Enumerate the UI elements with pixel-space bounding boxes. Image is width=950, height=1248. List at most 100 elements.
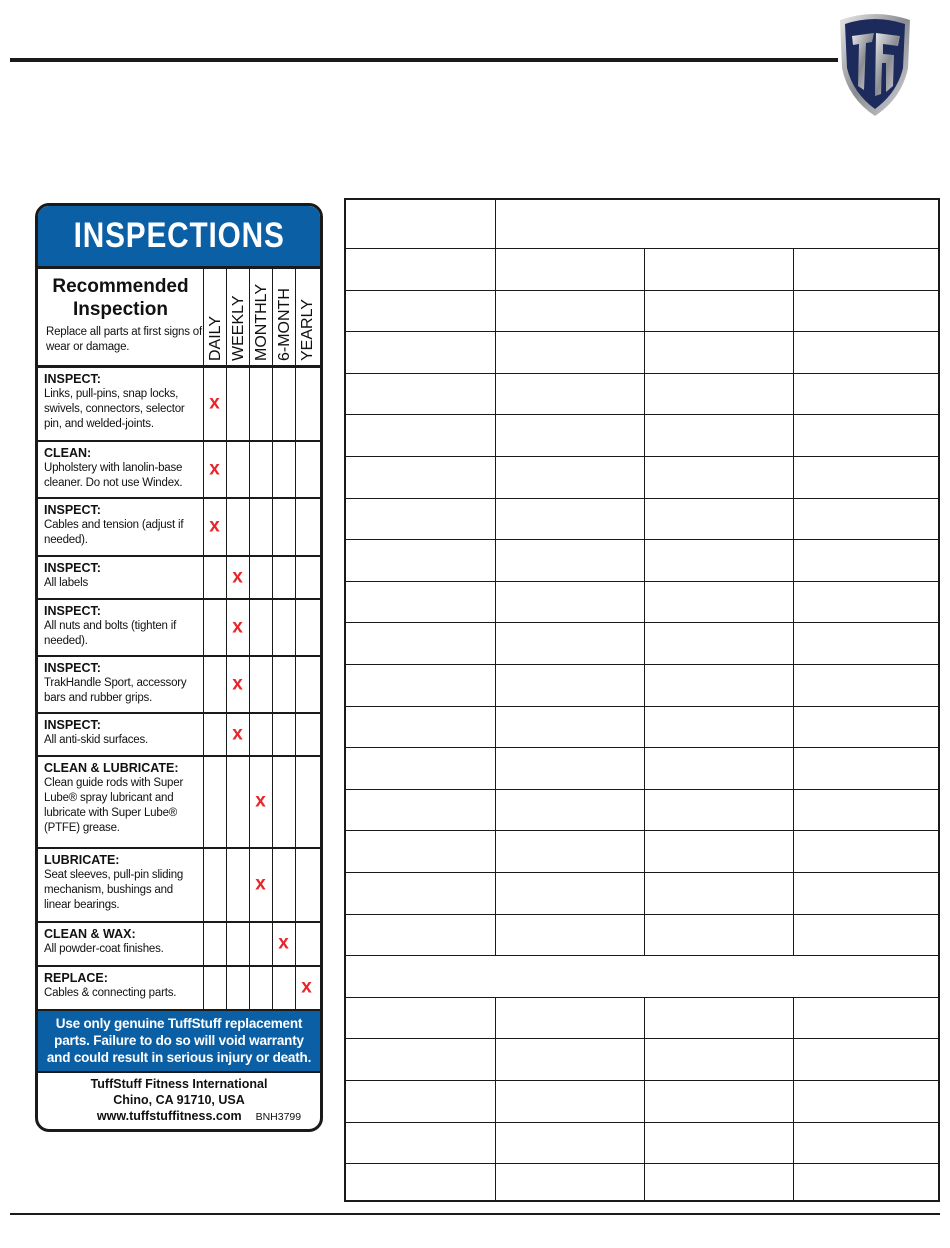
table-column-line	[495, 200, 496, 248]
frequency-cell	[226, 849, 250, 921]
inspection-row: CLEAN & WAX: All powder-coat finishes. x	[38, 923, 320, 967]
frequency-cell	[249, 600, 273, 655]
table-row-line	[346, 331, 938, 333]
frequency-cell	[249, 714, 273, 755]
inspection-label: CLEAN:	[44, 446, 92, 460]
company-name: TuffStuff Fitness International	[90, 1077, 268, 1091]
frequency-cell	[249, 849, 273, 921]
table-row-line	[346, 289, 938, 291]
frequency-cell	[226, 442, 250, 497]
table-row-line	[346, 497, 938, 499]
inspection-row: CLEAN & LUBRICATE: Clean guide rods with …	[38, 757, 320, 849]
check-mark: x	[255, 790, 266, 812]
frequency-cell	[272, 657, 296, 712]
inspection-text: CLEAN & WAX: All powder-coat finishes.	[44, 923, 202, 960]
inspection-label: CLEAN & LUBRICATE:	[44, 761, 179, 775]
frequency-cell	[295, 657, 319, 712]
check-mark: x	[232, 566, 243, 588]
tuffstuff-shield-logo	[840, 14, 910, 116]
frequency-cell	[249, 368, 273, 440]
inspection-row: INSPECT: Cables and tension (adjust if ne…	[38, 499, 320, 557]
table-row-line	[346, 372, 938, 374]
frequency-header: MONTHLY	[249, 269, 273, 365]
frequency-cell	[272, 600, 296, 655]
frequency-cell	[295, 967, 319, 1009]
table-row-line	[346, 747, 938, 749]
inspection-label: CLEAN & WAX:	[44, 927, 136, 941]
frequency-cell	[226, 499, 250, 555]
frequency-label: MONTHLY	[253, 283, 270, 361]
inspection-row: REPLACE: Cables & connecting parts. x	[38, 967, 320, 1011]
check-mark: x	[209, 458, 220, 480]
frequency-cell	[272, 757, 296, 847]
inspection-row: LUBRICATE: Seat sleeves, pull-pin sliding…	[38, 849, 320, 923]
check-mark: x	[232, 616, 243, 638]
inspection-row: INSPECT: Links, pull-pins, snap locks, sw…	[38, 368, 320, 442]
card-header-row: Recommended Inspection Replace all parts …	[38, 269, 320, 368]
inspection-description: All nuts and bolts (tighten if needed).	[44, 620, 177, 647]
inspection-description: Cables & connecting parts.	[44, 987, 177, 999]
table-row-line	[346, 872, 938, 873]
frequency-cell	[249, 442, 273, 497]
table-row-line	[346, 248, 938, 249]
inspection-description: All anti-skid surfaces.	[44, 734, 149, 746]
frequency-label: DAILY	[207, 315, 224, 361]
table-column-line	[644, 996, 645, 1200]
frequency-cell	[295, 849, 319, 921]
inspection-label: INSPECT:	[44, 604, 101, 618]
frequency-cell	[203, 714, 227, 755]
frequency-cell	[226, 557, 250, 598]
check-mark: x	[232, 723, 243, 745]
frequency-cell	[226, 657, 250, 712]
recommended-inspection-heading: Recommended Inspection	[52, 276, 189, 320]
company-website: www.tuffstuffitness.com	[96, 1109, 242, 1123]
frequency-label: YEARLY	[299, 299, 316, 361]
frequency-cell	[295, 442, 319, 497]
inspection-label: INSPECT:	[44, 503, 101, 517]
frequency-cell	[249, 499, 273, 555]
inspection-description: Upholstery with lanolin-base cleaner. Do…	[44, 462, 183, 489]
frequency-cell	[272, 442, 296, 497]
frequency-cell	[295, 923, 319, 965]
frequency-header: YEARLY	[295, 269, 319, 365]
frequency-header: WEEKLY	[226, 269, 250, 365]
inspection-description: Clean guide rods with Super Lube® spray …	[44, 777, 184, 834]
table-row-line	[346, 788, 938, 790]
frequency-header: 6-MONTH	[272, 269, 296, 365]
inspection-row: CLEAN: Upholstery with lanolin-base clean…	[38, 442, 320, 499]
part-code: BNH3799	[255, 1111, 302, 1123]
inspection-row: INSPECT: All nuts and bolts (tighten if n…	[38, 600, 320, 657]
table-row-line	[346, 622, 938, 624]
header-rule	[10, 58, 838, 62]
table-row-line	[346, 539, 938, 541]
frequency-cell	[203, 657, 227, 712]
frequency-cell	[272, 499, 296, 555]
table-row-line	[346, 580, 938, 582]
table-row-line	[346, 1163, 938, 1165]
frequency-cell	[226, 923, 250, 965]
frequency-cell	[203, 499, 227, 555]
frequency-cell	[203, 557, 227, 598]
company-address: Chino, CA 91710, USA	[113, 1093, 245, 1107]
frequency-cell	[295, 499, 319, 555]
inspection-label: INSPECT:	[44, 661, 101, 675]
footer-rule	[10, 1213, 940, 1215]
table-column-line	[495, 996, 496, 1200]
inspection-text: INSPECT: All labels	[44, 557, 202, 594]
table-column-line	[644, 248, 645, 956]
table-row-line	[346, 1121, 938, 1123]
table-row-line	[346, 664, 938, 665]
inspection-text: INSPECT: TrakHandle Sport, accessory bars…	[44, 657, 202, 709]
frequency-cell	[272, 714, 296, 755]
inspection-row: INSPECT: TrakHandle Sport, accessory bars…	[38, 657, 320, 714]
inspection-text: CLEAN: Upholstery with lanolin-base clean…	[44, 442, 202, 494]
inspection-description: Cables and tension (adjust if needed).	[44, 519, 184, 546]
inspection-label: INSPECT:	[44, 372, 101, 386]
inspection-log-table	[344, 198, 940, 1202]
card-title: INSPECTIONS	[38, 206, 320, 269]
inspection-row: INSPECT: All labels x	[38, 557, 320, 600]
inspection-label: REPLACE:	[44, 971, 108, 985]
frequency-cell	[272, 368, 296, 440]
company-footer: TuffStuff Fitness International Chino, C…	[38, 1071, 320, 1129]
frequency-cell	[203, 923, 227, 965]
